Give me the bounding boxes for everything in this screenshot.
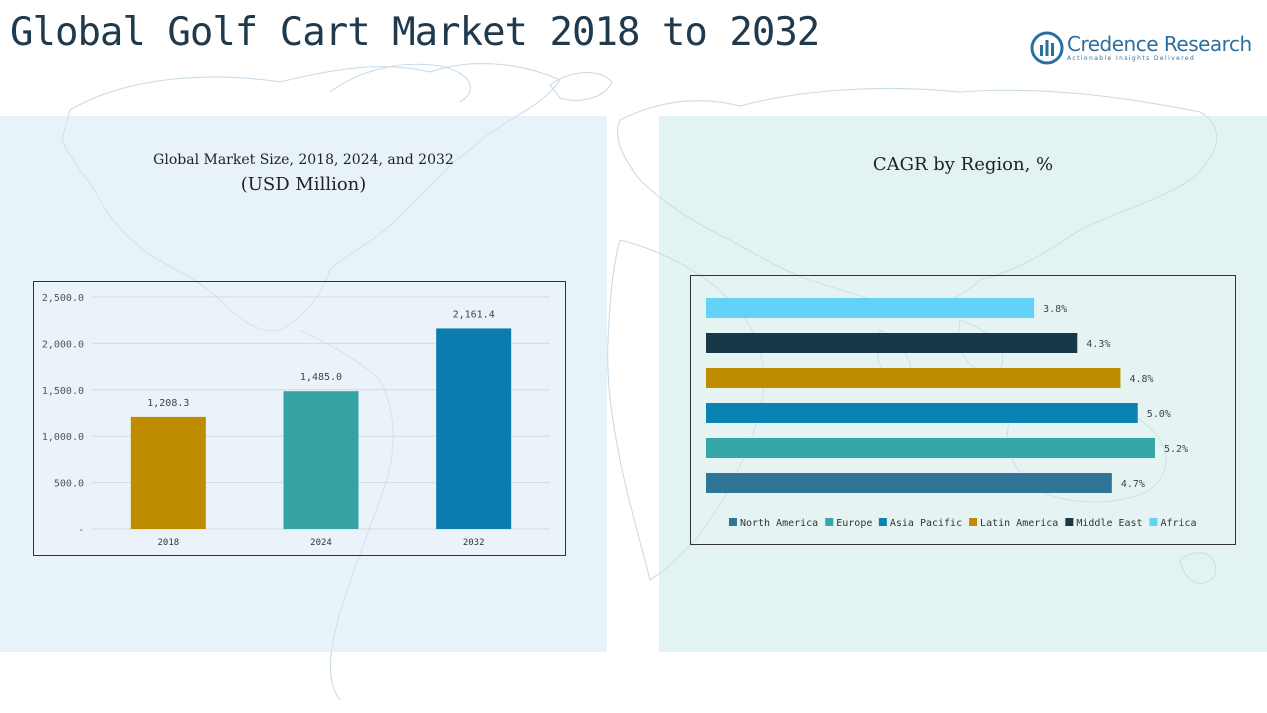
legend-label: Asia Pacific [890, 518, 962, 529]
y-tick-label: 500.0 [54, 479, 84, 490]
legend-label: Middle East [1076, 518, 1142, 529]
bar-value-label: 3.8% [1043, 304, 1067, 315]
brand-logo-icon [1030, 31, 1064, 65]
y-tick-label: 1,000.0 [42, 432, 84, 443]
brand-tagline: Actionable Insights Delivered [1067, 55, 1196, 62]
y-tick-label: 1,500.0 [42, 386, 84, 397]
bar-2018 [130, 416, 206, 529]
bar-asia-pacific [706, 403, 1138, 423]
legend-label: Africa [1160, 518, 1196, 529]
y-tick-label: 2,500.0 [42, 293, 84, 304]
bar-value-label: 2,161.4 [453, 309, 495, 320]
cagr-chart-title: CAGR by Region, % [872, 154, 1054, 175]
legend-label: Europe [836, 518, 872, 529]
brand-logo: Credence Research Actionable Insights De… [1030, 30, 1252, 70]
market-size-panel: Global Market Size, 2018, 2024, and 2032… [0, 116, 607, 652]
y-tick-label: 2,000.0 [42, 339, 84, 350]
legend-swatch [1065, 518, 1074, 526]
bar-latin-america [706, 368, 1121, 388]
bar-value-label: 4.8% [1129, 374, 1153, 385]
x-tick-label: 2032 [463, 538, 485, 548]
legend-swatch [878, 518, 887, 526]
bar-value-label: 5.0% [1147, 409, 1171, 420]
bar-north-america [706, 473, 1112, 493]
cagr-chart-svg: 3.8% 4.3% 4.8% 5.0% 5.2% 4.7% North America Eur… [706, 298, 1197, 529]
bar-value-label: 1,208.3 [147, 398, 189, 409]
market-size-chart-subtitle: (USD Million) [240, 174, 367, 195]
bar-middle-east [706, 333, 1078, 353]
legend-label: Latin America [980, 518, 1058, 529]
legend-swatch [825, 518, 834, 526]
bar-2024 [283, 391, 359, 529]
bar-value-label: 4.3% [1086, 339, 1110, 350]
legend-swatch [1149, 518, 1158, 526]
bar-europe [706, 438, 1155, 458]
legend-swatch [969, 518, 978, 526]
bar-africa [706, 298, 1035, 318]
page-title: Global Golf Cart Market 2018 to 2032 [10, 10, 820, 55]
bar-value-label: 5.2% [1164, 444, 1188, 455]
x-tick-label: 2018 [157, 538, 179, 548]
legend-label: North America [740, 518, 818, 529]
brand-name: Credence Research [1067, 32, 1252, 56]
cagr-panel: CAGR by Region, % 3.8% 4.3% 4.8% 5.0% 5.2% 4.… [659, 116, 1267, 652]
bar-value-label: 1,485.0 [300, 372, 342, 383]
y-tick-label: - [78, 525, 84, 536]
market-size-chart-title: Global Market Size, 2018, 2024, and 2032 [153, 152, 454, 168]
x-tick-label: 2024 [310, 538, 332, 548]
bar-value-label: 4.7% [1121, 479, 1145, 490]
market-size-chart-svg: - 500.0 1,000.0 1,500.0 2,000.0 2,500.0 1,208.… [42, 293, 550, 548]
cagr-chart: 3.8% 4.3% 4.8% 5.0% 5.2% 4.7% North America Eur… [690, 275, 1236, 545]
bar-2032 [436, 328, 512, 529]
market-size-chart: - 500.0 1,000.0 1,500.0 2,000.0 2,500.0 1,208.… [33, 281, 566, 556]
legend-swatch [728, 518, 737, 526]
